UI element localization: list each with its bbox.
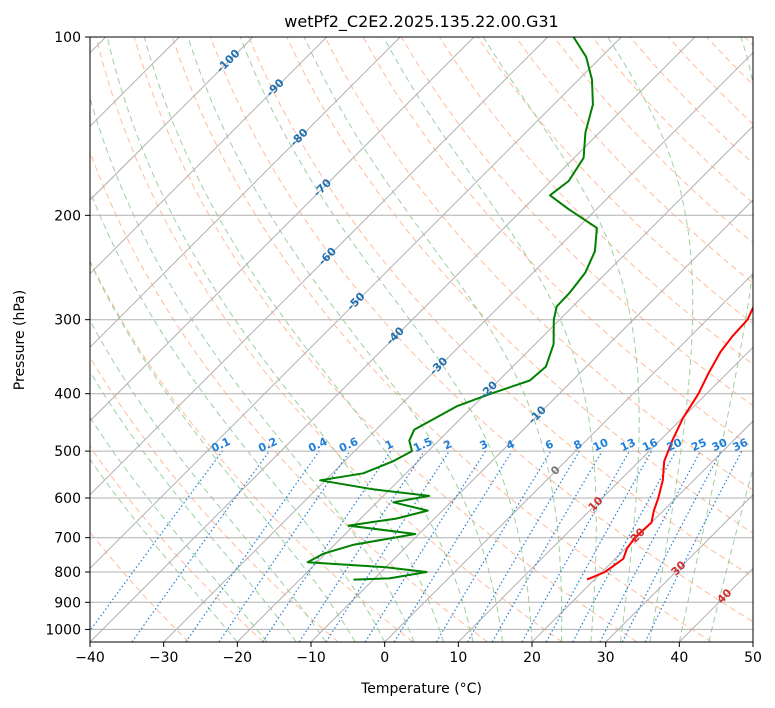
moist-adiabat-line	[90, 416, 268, 642]
temperature-line	[586, 305, 753, 581]
dry-adiabat-line	[133, 37, 638, 642]
mixing-ratio-label: 20	[665, 436, 685, 454]
isotherm-line	[163, 51, 753, 642]
mixing-ratio-label: 36	[731, 436, 751, 454]
dry-adiabat-line	[90, 356, 339, 642]
isotherm-line	[236, 125, 753, 642]
moist-adiabat-line	[482, 37, 640, 642]
sounding-lines	[306, 37, 753, 581]
y-tick-label: 700	[54, 531, 81, 547]
dry-adiabat-line	[90, 445, 264, 642]
moist-adiabat-line	[90, 260, 356, 642]
isotherm-line	[310, 199, 753, 642]
axes: −40 −30 −20 −10 0 10 20 30 40 50 100 200 300 400 500 60…	[45, 30, 762, 666]
x-tick-label: −20	[223, 650, 253, 666]
moist-adiabat-line	[90, 319, 327, 642]
x-tick-label: −10	[296, 650, 326, 666]
dry-adiabat-line	[171, 37, 712, 642]
moist-adiabat-line	[239, 37, 533, 642]
y-tick-label: 900	[54, 595, 81, 611]
mixing-ratio-label: 13	[618, 436, 637, 454]
background-lines	[90, 37, 753, 642]
x-tick-label: 20	[523, 650, 541, 666]
isotherm-line	[457, 346, 753, 642]
isotherm-line	[605, 493, 753, 642]
isotherm-line	[90, 37, 622, 570]
isotherm-line	[90, 37, 328, 275]
isotherm-line	[90, 37, 696, 642]
mixing-ratio-line	[545, 450, 653, 642]
x-tick-label: 0	[380, 650, 389, 666]
mixing-ratio-line	[185, 450, 320, 642]
moist-adiabat-line	[90, 370, 297, 642]
mixing-ratio-line	[262, 450, 392, 642]
moist-adiabat-line	[303, 37, 563, 642]
mixing-ratio-line	[325, 450, 450, 642]
dry-adiabat-line	[90, 259, 414, 642]
dry-adiabat-line	[210, 37, 753, 623]
dewpoint-line	[306, 37, 598, 581]
x-tick-label: −30	[149, 650, 179, 666]
isotherm-line	[90, 37, 549, 496]
mixing-ratio-line	[521, 450, 631, 642]
chart-title: wetPf2_C2E2.2025.135.22.00.G31	[284, 12, 558, 32]
x-tick-label: −40	[75, 650, 105, 666]
x-tick-label: 50	[744, 650, 762, 666]
isotherm-line	[752, 641, 753, 642]
isotherm-line	[90, 37, 475, 422]
mixing-ratio-line	[572, 450, 677, 642]
mixing-ratio-line	[90, 450, 223, 632]
mixing-ratio-line	[393, 450, 513, 642]
x-axis-label: Temperature (°C)	[360, 681, 482, 697]
mixing-ratio-label: 25	[689, 436, 708, 454]
moist-adiabat-line	[187, 37, 503, 642]
y-tick-label: 500	[54, 444, 81, 460]
moist-adiabat-line	[90, 458, 238, 642]
mixing-ratio-label: 30	[710, 436, 730, 454]
moist-adiabat-line	[143, 37, 474, 642]
y-axis-label: Pressure (hPa)	[12, 290, 28, 390]
mixing-ratio-line	[644, 450, 743, 642]
x-tick-label: 40	[670, 650, 688, 666]
isotherm-line	[90, 37, 401, 349]
y-tick-label: 600	[54, 491, 81, 507]
y-tick-label: 100	[54, 30, 81, 46]
dry-adiabat-line	[95, 37, 563, 642]
isotherm-line	[90, 37, 254, 201]
x-tick-label: 10	[449, 650, 467, 666]
moist-adiabat-line	[607, 37, 694, 642]
isotherm-line	[384, 272, 753, 642]
mixing-ratio-label: 10	[591, 436, 611, 454]
dry-adiabat-line	[286, 37, 753, 534]
mixing-ratio-line	[131, 450, 270, 642]
plot-background	[90, 37, 753, 642]
moist-adiabat-line	[678, 37, 753, 642]
y-tick-label: 800	[54, 565, 81, 581]
y-tick-label: 1000	[45, 622, 81, 638]
dry-adiabat-line	[248, 37, 753, 578]
x-tick-label: 30	[597, 650, 615, 666]
dry-adiabat-line	[515, 37, 753, 284]
y-tick-label: 300	[54, 313, 81, 329]
mixing-ratio-line	[218, 450, 351, 642]
y-tick-label: 400	[54, 387, 81, 403]
mixing-ratio-label: 16	[640, 436, 660, 454]
y-tick-label: 200	[54, 208, 81, 224]
plot-frame	[89, 36, 754, 643]
moist-adiabat-line	[90, 189, 386, 642]
moist-adiabat-line	[708, 466, 753, 642]
mixing-ratio-line	[298, 450, 425, 642]
moist-adiabat-line	[383, 37, 597, 642]
